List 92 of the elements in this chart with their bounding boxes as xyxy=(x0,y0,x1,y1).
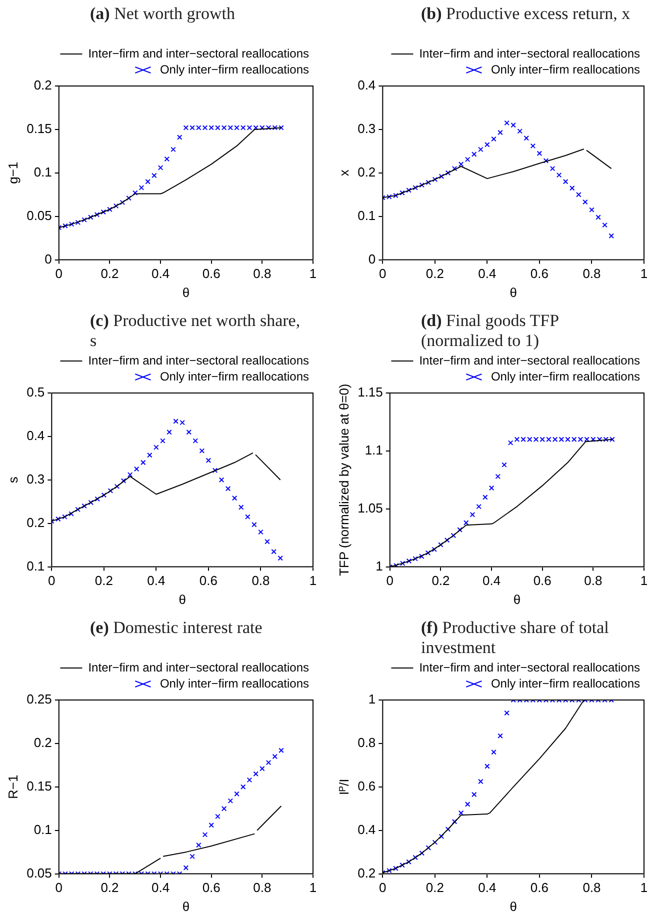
chart-title: (d) Final goods TFP (normalized to 1) xyxy=(420,310,560,351)
chart-title: (e) Domestic interest rate xyxy=(89,617,264,639)
x-tick-label: 1 xyxy=(640,573,648,588)
x-axis-title: θ xyxy=(513,592,521,607)
x-tick-label: 0.6 xyxy=(199,573,218,588)
x-tick-label: 0 xyxy=(55,266,63,282)
legend-label: Only inter−firm reallocations xyxy=(160,369,310,384)
y-tick-label: 0.05 xyxy=(26,208,52,223)
y-tick-label: 0.1 xyxy=(34,164,52,180)
legend-label: Only inter−firm reallocations xyxy=(490,676,640,690)
y-tick-label: 0.4 xyxy=(26,428,45,444)
y-axis-title: TFP (normalized by value at θ=0) xyxy=(336,384,352,576)
y-tick-label: 0.6 xyxy=(358,778,376,794)
x-tick-label: 0.4 xyxy=(478,266,496,282)
x-axis-title: θ xyxy=(510,284,517,300)
chart-title: (c) Productive net worth share, s xyxy=(89,310,302,351)
x-axis-title: θ xyxy=(182,898,190,914)
y-tick-label: 0 xyxy=(44,251,52,266)
y-tick-label: 0.15 xyxy=(26,778,52,794)
y-tick-label: 0.15 xyxy=(26,121,52,136)
y-tick-label: 0.1 xyxy=(26,558,45,574)
legend-label: Only inter−firm reallocations xyxy=(490,369,640,384)
x-tick-label: 0.2 xyxy=(426,880,444,896)
x-tick-label: 0 xyxy=(55,880,63,896)
legend-label: Inter−firm and inter−sectoral reallocations xyxy=(419,660,640,674)
y-tick-label: 1 xyxy=(376,558,383,574)
y-tick-label: 1.1 xyxy=(364,442,383,458)
legend-label: Inter−firm and inter−sectoral reallocations xyxy=(88,46,310,60)
x-axis-title: θ xyxy=(178,592,186,607)
x-tick-label: 0.6 xyxy=(202,880,220,896)
x-tick-label: 0 xyxy=(386,573,394,588)
y-tick-label: 0.2 xyxy=(358,164,376,180)
x-tick-label: 1 xyxy=(309,880,317,896)
chart-title: (f) Productive share of total investment xyxy=(420,617,610,658)
y-tick-label: 0.8 xyxy=(358,735,376,750)
x-tick-label: 0.6 xyxy=(202,266,220,282)
y-tick-label: 0.4 xyxy=(358,822,376,837)
y-tick-label: 1 xyxy=(368,692,376,707)
y-tick-label: 0.3 xyxy=(26,471,45,486)
x-tick-label: 0.6 xyxy=(530,266,549,282)
x-tick-label: 1 xyxy=(640,266,648,282)
y-tick-label: 1.15 xyxy=(358,384,383,400)
x-tick-label: 0.2 xyxy=(426,266,444,282)
y-tick-label: 0 xyxy=(368,251,376,266)
x-tick-label: 0.2 xyxy=(94,573,113,588)
y-tick-label: 0.25 xyxy=(26,692,52,707)
x-tick-label: 0.6 xyxy=(533,573,552,588)
y-axis-title: R−1 xyxy=(5,774,20,800)
x-tick-label: 0.8 xyxy=(584,573,602,588)
y-axis-title: Iᴾ/I xyxy=(336,778,352,796)
x-tick-label: 0.6 xyxy=(530,880,549,896)
y-tick-label: 0.4 xyxy=(358,78,376,93)
y-axis-title: x xyxy=(336,169,352,176)
legend-label: Only inter−firm reallocations xyxy=(490,62,640,76)
legend-label: Inter−firm and inter−sectoral reallocations xyxy=(419,353,640,368)
x-tick-label: 1 xyxy=(309,266,317,282)
y-tick-label: 0.2 xyxy=(34,78,52,93)
x-axis-title: θ xyxy=(510,898,517,914)
x-tick-label: 0.2 xyxy=(100,880,119,896)
x-axis-title: θ xyxy=(182,284,190,300)
x-tick-label: 0.8 xyxy=(582,880,601,896)
x-tick-label: 0.8 xyxy=(253,266,272,282)
y-tick-label: 0.2 xyxy=(34,735,52,750)
x-tick-label: 1 xyxy=(640,880,648,896)
y-tick-label: 0.2 xyxy=(358,865,376,880)
chart-title: (a) Net worth growth xyxy=(89,3,236,25)
x-tick-label: 0.2 xyxy=(432,573,450,588)
y-tick-label: 0.2 xyxy=(26,514,45,530)
x-tick-label: 0.8 xyxy=(252,573,270,588)
y-tick-label: 0.5 xyxy=(26,384,45,400)
chart-title: (b) Productive excess return, x xyxy=(420,3,632,25)
x-tick-label: 0.4 xyxy=(152,266,170,282)
x-tick-label: 0.8 xyxy=(253,880,272,896)
x-tick-label: 0.8 xyxy=(582,266,601,282)
legend-label: Inter−firm and inter−sectoral reallocations xyxy=(419,46,640,60)
y-tick-label: 0.3 xyxy=(358,121,376,136)
legend-label: Inter−firm and inter−sectoral reallocations xyxy=(88,660,310,674)
x-tick-label: 0.2 xyxy=(100,266,119,282)
y-axis-title: s xyxy=(5,476,20,484)
y-axis-title: g−1 xyxy=(5,162,20,184)
y-tick-label: 0.1 xyxy=(34,822,52,837)
x-tick-label: 0.4 xyxy=(147,573,166,588)
x-tick-label: 0.4 xyxy=(152,880,170,896)
x-tick-label: 0.4 xyxy=(478,880,496,896)
x-tick-label: 1 xyxy=(309,573,317,588)
y-tick-label: 0.05 xyxy=(26,865,52,880)
legend-label: Only inter−firm reallocations xyxy=(160,62,310,76)
y-tick-label: 0.1 xyxy=(358,208,376,223)
y-tick-label: 1.05 xyxy=(358,500,383,516)
legend-label: Inter−firm and inter−sectoral reallocations xyxy=(88,353,310,368)
legend-label: Only inter−firm reallocations xyxy=(160,676,310,690)
x-tick-label: 0.4 xyxy=(482,573,501,588)
